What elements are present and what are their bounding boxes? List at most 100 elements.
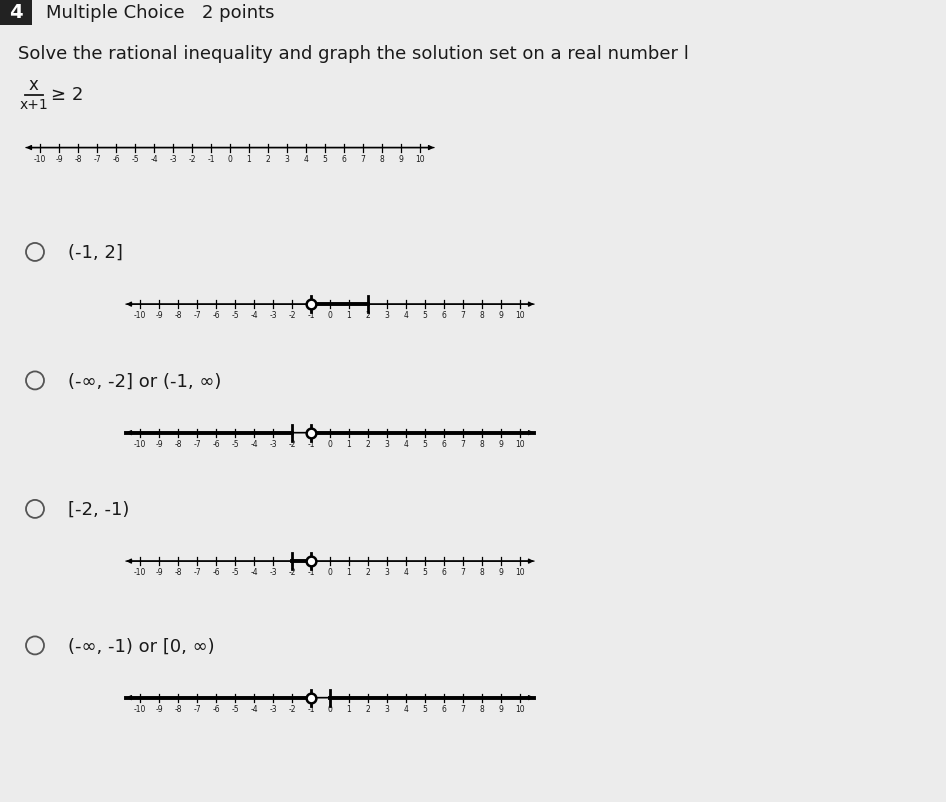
Text: -6: -6 bbox=[212, 567, 219, 577]
Text: -4: -4 bbox=[250, 439, 258, 448]
Text: -4: -4 bbox=[250, 703, 258, 713]
Text: -6: -6 bbox=[212, 439, 219, 448]
Text: Multiple Choice   2 points: Multiple Choice 2 points bbox=[46, 4, 274, 22]
Bar bbox=[0, 0, 32, 26]
Text: 1: 1 bbox=[247, 154, 252, 164]
Text: 10: 10 bbox=[516, 310, 525, 320]
Text: -4: -4 bbox=[250, 310, 258, 320]
Text: -8: -8 bbox=[174, 310, 182, 320]
Text: 2: 2 bbox=[365, 703, 371, 713]
Text: -2: -2 bbox=[188, 154, 196, 164]
Text: -7: -7 bbox=[193, 703, 201, 713]
Text: -5: -5 bbox=[231, 310, 238, 320]
Text: 10: 10 bbox=[516, 567, 525, 577]
Text: 4: 4 bbox=[9, 3, 23, 22]
Text: 3: 3 bbox=[385, 439, 390, 448]
Text: 8: 8 bbox=[480, 703, 484, 713]
Text: 8: 8 bbox=[379, 154, 384, 164]
Text: 0: 0 bbox=[327, 439, 332, 448]
Text: -10: -10 bbox=[133, 310, 147, 320]
Text: 7: 7 bbox=[461, 310, 465, 320]
Text: 0: 0 bbox=[228, 154, 233, 164]
Text: x: x bbox=[28, 76, 38, 94]
Text: 1: 1 bbox=[346, 703, 351, 713]
Text: 10: 10 bbox=[516, 703, 525, 713]
Text: 6: 6 bbox=[342, 154, 346, 164]
Text: 1: 1 bbox=[346, 439, 351, 448]
Text: 9: 9 bbox=[499, 310, 503, 320]
Text: 9: 9 bbox=[499, 567, 503, 577]
Text: 7: 7 bbox=[461, 703, 465, 713]
Text: -5: -5 bbox=[231, 439, 238, 448]
Text: (-1, 2]: (-1, 2] bbox=[68, 244, 123, 261]
Text: 5: 5 bbox=[423, 310, 428, 320]
Text: 7: 7 bbox=[461, 567, 465, 577]
Text: -2: -2 bbox=[289, 310, 296, 320]
Text: -8: -8 bbox=[174, 703, 182, 713]
Text: -3: -3 bbox=[270, 310, 277, 320]
Text: -7: -7 bbox=[193, 310, 201, 320]
Text: -7: -7 bbox=[193, 439, 201, 448]
Text: 0: 0 bbox=[327, 310, 332, 320]
Text: [-2, -1): [-2, -1) bbox=[68, 500, 130, 518]
Text: 0: 0 bbox=[327, 703, 332, 713]
Text: -6: -6 bbox=[113, 154, 120, 164]
Text: -7: -7 bbox=[193, 567, 201, 577]
Text: 3: 3 bbox=[285, 154, 289, 164]
Text: -3: -3 bbox=[270, 567, 277, 577]
Text: -5: -5 bbox=[131, 154, 139, 164]
Text: -9: -9 bbox=[155, 703, 163, 713]
Text: -2: -2 bbox=[289, 703, 296, 713]
Text: 0: 0 bbox=[327, 567, 332, 577]
Text: 2: 2 bbox=[365, 567, 371, 577]
Text: -5: -5 bbox=[231, 703, 238, 713]
Text: 2: 2 bbox=[365, 439, 371, 448]
Text: -1: -1 bbox=[207, 154, 215, 164]
Text: 5: 5 bbox=[423, 703, 428, 713]
Text: 10: 10 bbox=[516, 439, 525, 448]
Text: 6: 6 bbox=[442, 310, 447, 320]
Text: 4: 4 bbox=[404, 703, 409, 713]
Text: 8: 8 bbox=[480, 439, 484, 448]
Text: 7: 7 bbox=[461, 439, 465, 448]
Text: (-∞, -2] or (-1, ∞): (-∞, -2] or (-1, ∞) bbox=[68, 372, 221, 390]
Text: -9: -9 bbox=[155, 567, 163, 577]
Text: -5: -5 bbox=[231, 567, 238, 577]
Text: 9: 9 bbox=[499, 703, 503, 713]
Text: 5: 5 bbox=[423, 439, 428, 448]
Text: 2: 2 bbox=[266, 154, 271, 164]
Text: -1: -1 bbox=[307, 439, 315, 448]
Text: -10: -10 bbox=[133, 567, 147, 577]
Text: -3: -3 bbox=[270, 439, 277, 448]
Text: -8: -8 bbox=[174, 439, 182, 448]
Text: 6: 6 bbox=[442, 703, 447, 713]
Text: Solve the rational inequality and graph the solution set on a real number l: Solve the rational inequality and graph … bbox=[18, 45, 689, 63]
Text: -3: -3 bbox=[270, 703, 277, 713]
Text: 3: 3 bbox=[385, 703, 390, 713]
Text: 6: 6 bbox=[442, 439, 447, 448]
Text: 2: 2 bbox=[365, 310, 371, 320]
Text: ≥ 2: ≥ 2 bbox=[51, 86, 83, 104]
Text: 4: 4 bbox=[404, 439, 409, 448]
Text: -2: -2 bbox=[289, 439, 296, 448]
Text: -7: -7 bbox=[94, 154, 101, 164]
Text: -10: -10 bbox=[133, 703, 147, 713]
Text: 5: 5 bbox=[323, 154, 327, 164]
Text: 1: 1 bbox=[346, 310, 351, 320]
Text: -1: -1 bbox=[307, 567, 315, 577]
Text: -9: -9 bbox=[155, 310, 163, 320]
Text: 3: 3 bbox=[385, 567, 390, 577]
Text: -6: -6 bbox=[212, 310, 219, 320]
Text: 9: 9 bbox=[398, 154, 403, 164]
Text: 8: 8 bbox=[480, 567, 484, 577]
Text: 10: 10 bbox=[415, 154, 425, 164]
Text: 5: 5 bbox=[423, 567, 428, 577]
Text: -2: -2 bbox=[289, 567, 296, 577]
Text: -8: -8 bbox=[174, 567, 182, 577]
Text: -1: -1 bbox=[307, 703, 315, 713]
Text: x+1: x+1 bbox=[20, 98, 48, 111]
Text: 6: 6 bbox=[442, 567, 447, 577]
Text: 3: 3 bbox=[385, 310, 390, 320]
Text: -9: -9 bbox=[155, 439, 163, 448]
Text: 9: 9 bbox=[499, 439, 503, 448]
